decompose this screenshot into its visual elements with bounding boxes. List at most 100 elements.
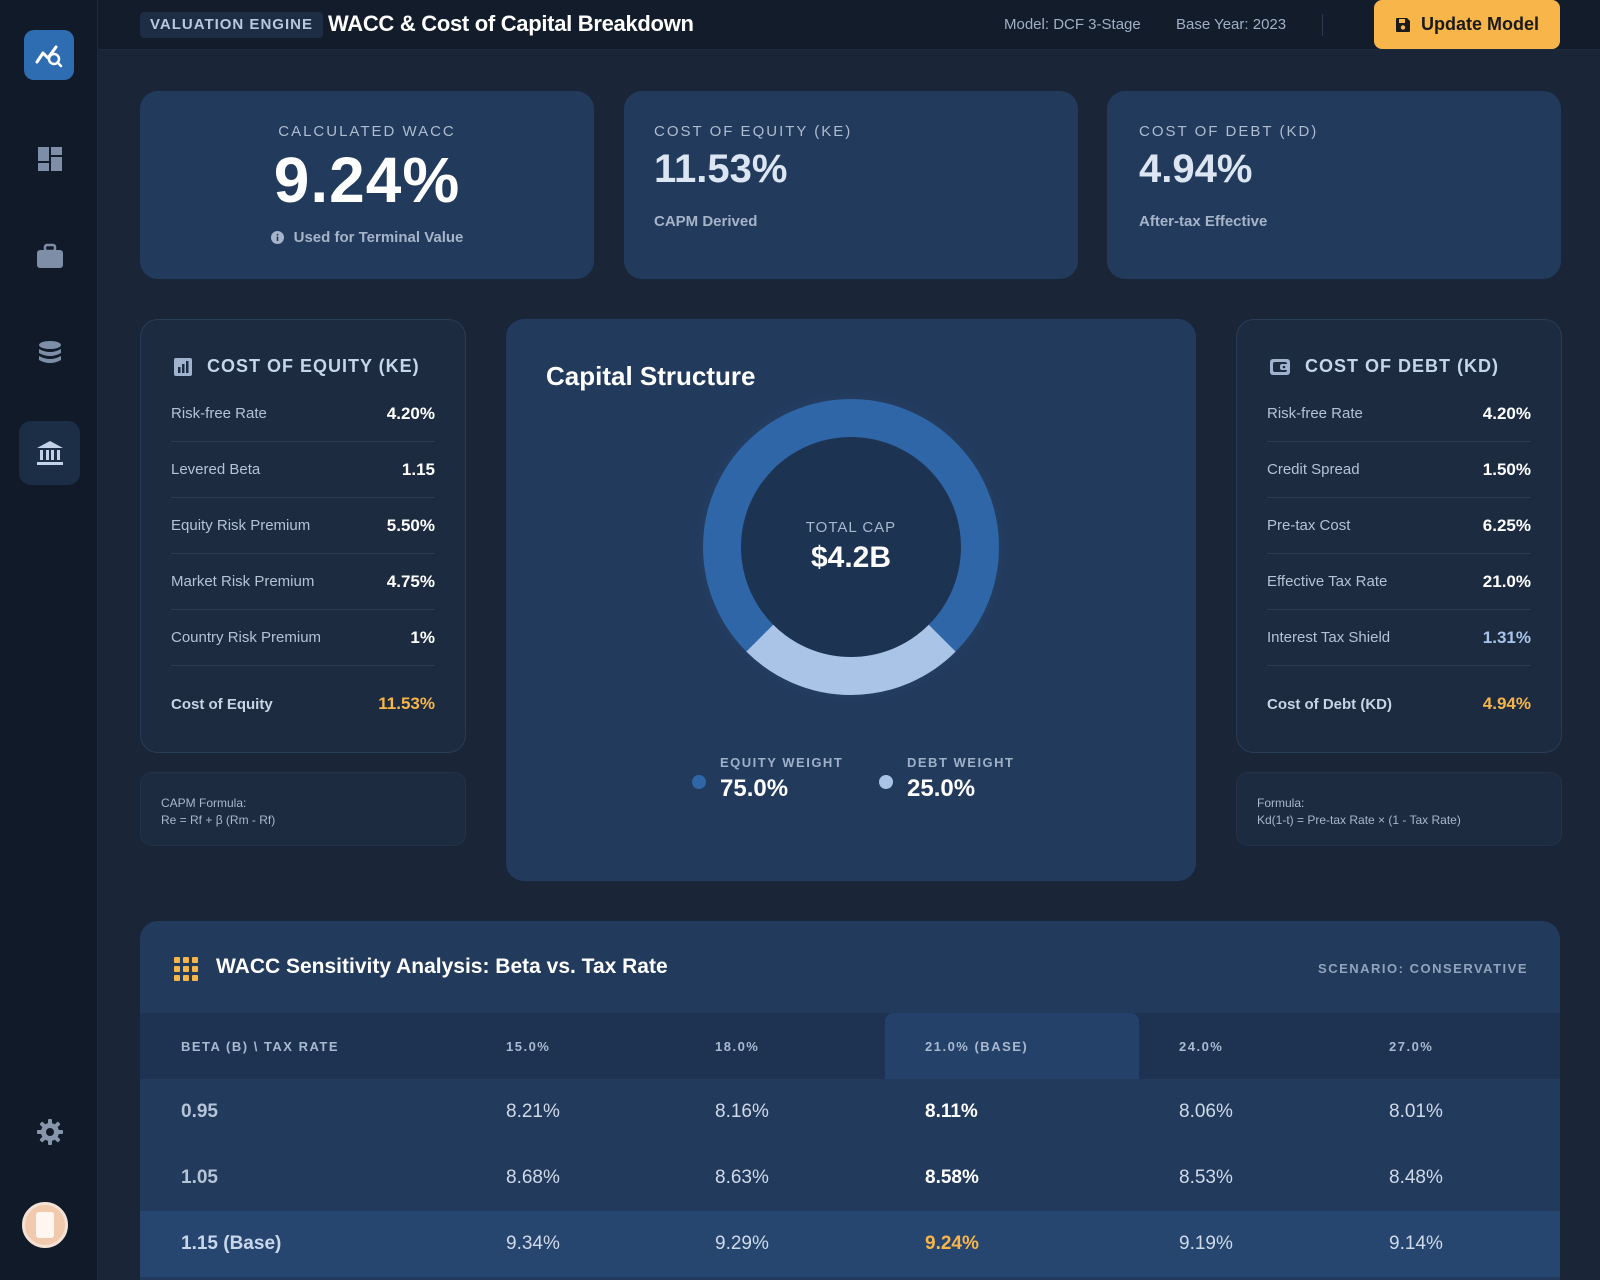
kpi-ke-sub: CAPM Derived xyxy=(654,213,758,230)
equity-row-label: Market Risk Premium xyxy=(171,573,315,590)
capm-formula-box: CAPM Formula: Re = Rf + β (Rm - Rf) xyxy=(140,772,466,846)
debt-row-value: 21.0% xyxy=(1482,571,1531,591)
legend-equity-value: 75.0% xyxy=(720,775,789,802)
sidebar xyxy=(0,0,98,1280)
table-cell: 8.11% xyxy=(925,1101,978,1122)
kpi-wacc-value: 9.24% xyxy=(273,144,461,216)
equity-row-value: 1% xyxy=(410,627,435,647)
engine-badge: VALUATION ENGINE xyxy=(140,12,323,38)
table-cell: 1.05 xyxy=(181,1167,218,1188)
page-title: WACC & Cost of Capital Breakdown xyxy=(328,11,694,36)
table-cell: 8.48% xyxy=(1389,1167,1443,1188)
legend-debt-value: 25.0% xyxy=(907,775,976,802)
legend-equity-dot xyxy=(692,775,706,789)
debt-formula-title: Formula: xyxy=(1257,796,1305,810)
table-cell: 1.15 (Base) xyxy=(181,1233,282,1254)
base-column-highlight xyxy=(885,1013,1139,1079)
table-cell: 0.95 xyxy=(181,1101,218,1122)
info-icon xyxy=(270,231,284,244)
cost-of-equity-panel: COST OF EQUITY (KE) Risk-free Rate 4.20% … xyxy=(140,319,466,753)
kpi-kd-value: 4.94% xyxy=(1139,147,1253,191)
dashboard-icon xyxy=(37,147,62,171)
equity-total-label: Cost of Equity xyxy=(171,695,273,713)
bank-icon xyxy=(36,441,63,465)
equity-panel-title: COST OF EQUITY (KE) xyxy=(207,356,420,376)
donut-center xyxy=(741,437,961,657)
table-header-cell: BETA (Β) \ TAX RATE xyxy=(181,1039,340,1054)
update-model-button[interactable]: Update Model xyxy=(1374,0,1560,49)
kpi-ke-label: COST OF EQUITY (KE) xyxy=(654,123,853,140)
header-divider xyxy=(1322,14,1323,36)
table-cell: 8.01% xyxy=(1389,1101,1443,1122)
logo[interactable] xyxy=(24,30,74,80)
equity-row-label: Levered Beta xyxy=(171,461,261,478)
wallet-icon xyxy=(1270,358,1290,375)
table-cell: 8.53% xyxy=(1179,1167,1233,1188)
legend-debt-dot xyxy=(879,775,893,789)
table-cell: 8.21% xyxy=(506,1101,560,1122)
debt-row-value: 4.20% xyxy=(1482,403,1531,423)
table-cell: 9.14% xyxy=(1389,1233,1443,1254)
equity-row-value: 1.15 xyxy=(401,459,435,479)
total-cap-label: TOTAL CAP xyxy=(806,519,896,536)
bar-chart-icon xyxy=(174,357,192,376)
table-cell: 9.29% xyxy=(715,1233,769,1254)
capital-donut-chart: TOTAL CAP $4.2B xyxy=(683,379,1019,715)
database-icon xyxy=(38,341,61,363)
debt-row-value: 1.31% xyxy=(1482,627,1531,647)
equity-row-value: 4.20% xyxy=(386,403,435,423)
equity-panel-header: COST OF EQUITY (KE) xyxy=(173,356,420,377)
table-cell: 8.63% xyxy=(715,1167,769,1188)
table-header-cell: 18.0% xyxy=(715,1039,760,1054)
sidebar-item-dashboard[interactable] xyxy=(19,127,80,191)
table-cell-base-wacc: 9.24% xyxy=(925,1233,979,1254)
table-header-cell: 21.0% (BASE) xyxy=(925,1039,1029,1054)
kpi-kd-sub: After-tax Effective xyxy=(1139,213,1268,230)
table-row: 0.95 8.21% 8.16% 8.11% 8.06% 8.01% xyxy=(140,1079,1560,1145)
debt-row: Pre-tax Cost 6.25% xyxy=(1267,498,1531,554)
sidebar-item-data[interactable] xyxy=(19,322,80,386)
equity-row-label: Equity Risk Premium xyxy=(171,517,311,534)
gear-icon xyxy=(36,1119,63,1145)
equity-row: Risk-free Rate 4.20% xyxy=(171,386,435,442)
debt-panel-header: COST OF DEBT (KD) xyxy=(1269,356,1499,377)
capm-formula-title: CAPM Formula: xyxy=(161,796,247,810)
kpi-card-cost-of-equity: COST OF EQUITY (KE) 11.53% CAPM Derived xyxy=(624,91,1078,279)
kpi-card-wacc: CALCULATED WACC 9.24% Used for Terminal … xyxy=(140,91,594,279)
debt-total-label: Cost of Debt (KD) xyxy=(1267,695,1392,713)
debt-total-row: Cost of Debt (KD) 4.94% xyxy=(1267,676,1531,732)
table-header-cell: 15.0% xyxy=(506,1039,551,1054)
table-cell: 8.68% xyxy=(506,1167,560,1188)
sensitivity-card: WACC Sensitivity Analysis: Beta vs. Tax … xyxy=(140,921,1560,1280)
capital-structure-card: Capital Structure TOTAL CAP $4.2B EQUITY… xyxy=(506,319,1196,881)
sidebar-item-portfolio[interactable] xyxy=(19,224,80,288)
avatar[interactable] xyxy=(22,1202,68,1248)
debt-row-label: Effective Tax Rate xyxy=(1267,573,1388,590)
sidebar-item-valuation[interactable] xyxy=(19,421,80,485)
capital-structure-title: Capital Structure xyxy=(546,361,756,391)
equity-row: Levered Beta 1.15 xyxy=(171,442,435,498)
debt-row: Risk-free Rate 4.20% xyxy=(1267,386,1531,442)
debt-row-value: 6.25% xyxy=(1482,515,1531,535)
settings-button[interactable] xyxy=(19,1100,80,1164)
debt-row-value: 1.50% xyxy=(1482,459,1531,479)
debt-row: Credit Spread 1.50% xyxy=(1267,442,1531,498)
kpi-kd-label: COST OF DEBT (KD) xyxy=(1139,123,1319,140)
debt-row: Interest Tax Shield 1.31% xyxy=(1267,610,1531,666)
table-cell: 8.16% xyxy=(715,1101,769,1122)
legend-equity-label: EQUITY WEIGHT xyxy=(720,755,844,770)
legend-debt-label: DEBT WEIGHT xyxy=(907,755,1015,770)
equity-row: Country Risk Premium 1% xyxy=(171,610,435,666)
cost-of-debt-panel: COST OF DEBT (KD) Risk-free Rate 4.20% Cr… xyxy=(1236,319,1562,753)
equity-row-label: Risk-free Rate xyxy=(171,405,267,422)
equity-row-value: 5.50% xyxy=(386,515,435,535)
kpi-wacc-label: CALCULATED WACC xyxy=(278,123,456,140)
debt-formula-text: Kd(1-t) = Pre-tax Rate × (1 - Tax Rate) xyxy=(1257,813,1461,827)
table-row-base: 1.15 (Base) 9.34% 9.29% 9.24% 9.19% 9.14… xyxy=(140,1211,1560,1277)
save-icon xyxy=(1395,17,1410,32)
chart-search-icon xyxy=(35,45,63,68)
equity-row-label: Country Risk Premium xyxy=(171,629,322,646)
debt-total-value: 4.94% xyxy=(1482,694,1531,713)
base-year-label: Base Year: 2023 xyxy=(1176,16,1287,33)
update-model-label: Update Model xyxy=(1420,14,1539,34)
